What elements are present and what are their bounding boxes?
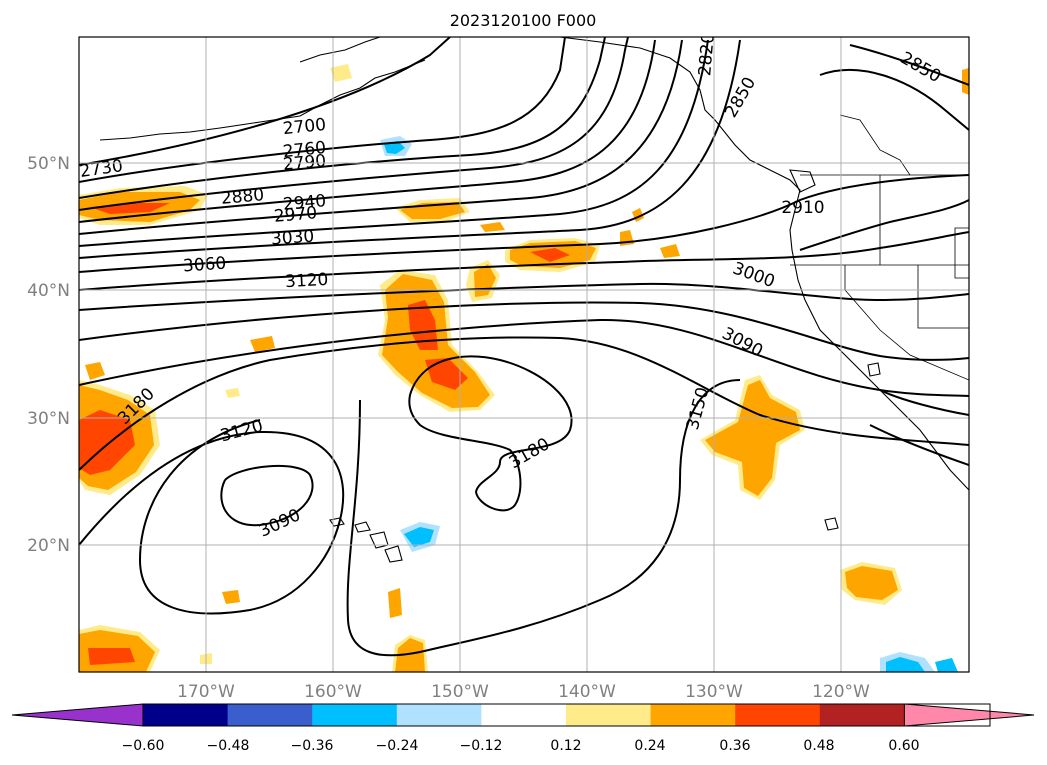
colorbar-tick: 0.12 [550,738,581,754]
lat-label: 50°N [27,154,70,174]
contour-label: 2700 [282,115,327,139]
lon-label: 130°W [685,682,743,702]
longitude-labels: 170°W 160°W 150°W 140°W 130°W 120°W [177,682,870,702]
map-panel: 2700 2730 2760 2790 2820 2850 2850 2880 … [79,32,969,672]
colorbar-segment [819,704,905,726]
lon-label: 170°W [177,682,235,702]
colorbar-extend-low [11,703,144,727]
latitude-labels: 50°N 40°N 30°N 20°N [27,154,70,556]
colorbar-tick: −0.12 [460,738,503,754]
lon-label: 160°W [304,682,362,702]
contour-label: 2880 [220,185,265,209]
lat-label: 40°N [27,281,70,301]
lat-label: 30°N [27,409,70,429]
gridlines [79,37,969,672]
contour-label: 3060 [182,254,227,277]
contour-label: 2820 [695,32,719,77]
colorbar-tick: 0.24 [634,738,665,754]
lon-label: 140°W [558,682,616,702]
map-title: 2023120100 F000 [450,11,597,30]
colorbar-tick: 0.36 [719,738,750,754]
coastlines [99,37,969,563]
colorbar-segment [481,704,567,726]
contour-label: 2910 [781,198,824,218]
contour-label: 3120 [285,270,329,292]
colorbar-segment [227,704,313,726]
colorbar-extend-high [903,703,1035,727]
colorbar: −0.60 −0.48 −0.36 −0.24 −0.12 0.12 0.24 … [11,703,1035,754]
contour-label: 2970 [273,203,318,227]
colorbar-segment [566,704,652,726]
colorbar-ticks: −0.60 −0.48 −0.36 −0.24 −0.12 0.12 0.24 … [122,738,920,754]
lon-label: 150°W [431,682,489,702]
lon-label: 120°W [812,682,870,702]
map-frame [78,36,970,673]
colorbar-tick: −0.36 [291,738,334,754]
contour-label: 2760 [282,138,327,162]
colorbar-tick: 0.60 [888,738,919,754]
colorbar-tick: −0.48 [207,738,250,754]
colorbar-tick: −0.24 [376,738,419,754]
colorbar-segment [735,704,821,726]
colorbar-segment [650,704,736,726]
colorbar-tick: 0.48 [803,738,834,754]
contour-label: 3030 [270,227,315,250]
lat-label: 20°N [27,536,70,556]
contour-label: 2940 [282,191,327,215]
colorbar-segment [143,704,229,726]
contours [79,37,969,657]
colorbar-segment [396,704,482,726]
colorbar-tick: −0.60 [122,738,165,754]
colorbar-segment [312,704,398,726]
